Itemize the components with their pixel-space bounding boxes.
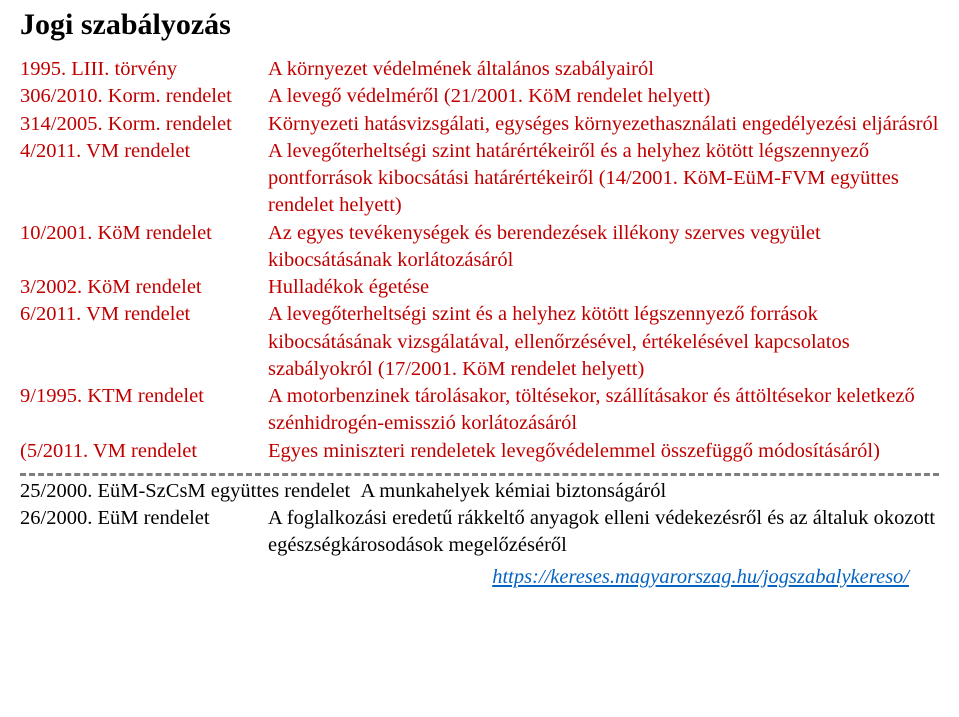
regulation-row: (5/2011. VM rendelet Egyes miniszteri re…	[20, 438, 939, 465]
regulation-row: 1995. LIII. törvény A környezet védelmén…	[20, 56, 939, 83]
regulation-id: 26/2000. EüM rendelet	[20, 505, 268, 532]
regulation-id: 25/2000. EüM-SzCsM együttes rendelet	[20, 480, 350, 502]
regulation-desc: A levegőterheltségi szint határértékeirő…	[268, 138, 939, 220]
regulation-row: 314/2005. Korm. rendelet Környezeti hatá…	[20, 111, 939, 138]
search-law-link[interactable]: https://kereses.magyarorszag.hu/jogszaba…	[492, 566, 909, 588]
regulation-id: 1995. LIII. törvény	[20, 56, 268, 83]
regulation-row: 25/2000. EüM-SzCsM együttes rendelet A m…	[20, 478, 939, 505]
regulation-row: 26/2000. EüM rendelet A foglalkozási ere…	[20, 505, 939, 560]
regulation-row: 3/2002. KöM rendelet Hulladékok égetése	[20, 274, 939, 301]
regulation-list: 1995. LIII. törvény A környezet védelmén…	[20, 56, 939, 591]
footer-link-line: https://kereses.magyarorszag.hu/jogszaba…	[20, 564, 939, 591]
regulation-id: 3/2002. KöM rendelet	[20, 274, 268, 301]
regulation-row: 6/2011. VM rendelet A levegőterheltségi …	[20, 301, 939, 383]
regulation-row: 9/1995. KTM rendelet A motorbenzinek tár…	[20, 383, 939, 438]
regulation-desc: A levegő védelméről (21/2001. KöM rendel…	[268, 83, 939, 110]
regulation-id: 6/2011. VM rendelet	[20, 301, 268, 328]
regulation-desc: Környezeti hatásvizsgálati, egységes kör…	[268, 111, 939, 138]
regulation-desc: Hulladékok égetése	[268, 274, 939, 301]
regulation-desc: A levegőterheltségi szint és a helyhez k…	[268, 301, 939, 383]
regulation-id: 10/2001. KöM rendelet	[20, 220, 268, 247]
regulation-id: 306/2010. Korm. rendelet	[20, 83, 268, 110]
regulation-desc: A foglalkozási eredetű rákkeltő anyagok …	[268, 505, 939, 560]
page-title: Jogi szabályozás	[20, 8, 939, 42]
regulation-row: 4/2011. VM rendelet A levegőterheltségi …	[20, 138, 939, 220]
regulation-row: 306/2010. Korm. rendelet A levegő védelm…	[20, 83, 939, 110]
regulation-id: (5/2011. VM rendelet	[20, 438, 268, 465]
regulation-desc: A motorbenzinek tárolásakor, töltésekor,…	[268, 383, 939, 438]
regulation-id: 314/2005. Korm. rendelet	[20, 111, 268, 138]
regulation-id: 9/1995. KTM rendelet	[20, 383, 268, 410]
regulation-id: 4/2011. VM rendelet	[20, 138, 268, 165]
regulation-desc: Egyes miniszteri rendeletek levegővédele…	[268, 438, 939, 465]
regulation-row: 10/2001. KöM rendelet Az egyes tevékenys…	[20, 220, 939, 275]
section-divider	[20, 473, 939, 476]
regulation-desc: Az egyes tevékenységek és berendezések i…	[268, 220, 939, 275]
regulation-desc: A munkahelyek kémiai biztonságáról	[360, 480, 666, 502]
regulation-desc: A környezet védelmének általános szabály…	[268, 56, 939, 83]
document-page: Jogi szabályozás 1995. LIII. törvény A k…	[0, 0, 959, 717]
regulation-line: 25/2000. EüM-SzCsM együttes rendelet A m…	[20, 478, 666, 505]
